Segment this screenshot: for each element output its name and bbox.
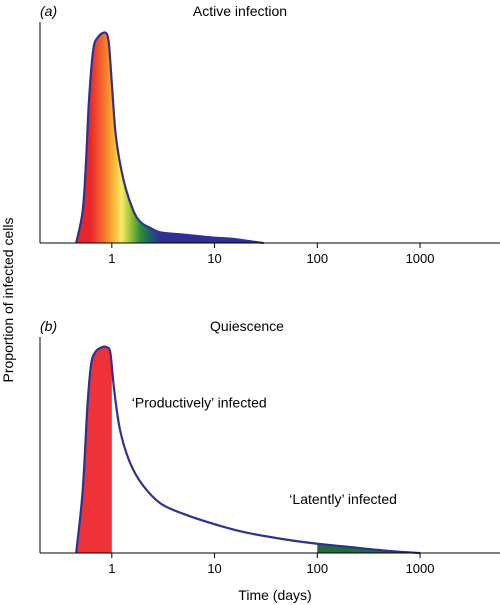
panel-a-area [76, 32, 264, 243]
panel-b-x-tick-label: 10 [207, 561, 221, 576]
panel-b-title: Quiescence [210, 318, 284, 334]
latent-shaded-area [317, 543, 421, 553]
panel-b-x-tick-label: 100 [306, 561, 328, 576]
panel-a-title: Active infection [193, 3, 287, 19]
x-axis-label: Time (days) [238, 587, 311, 603]
panel-a-x-tick-label: 10 [207, 251, 221, 266]
panel-a-curve [75, 31, 264, 245]
panel-a-letter: (a) [40, 3, 57, 19]
panel-a: (a) Active infection 1 10 100 1000 [39, 3, 500, 266]
panel-b-letter: (b) [40, 318, 57, 334]
panel-b-curve [75, 345, 421, 555]
panel-b-x-tick-label: 1 [108, 561, 115, 576]
panel-a-x-tick-label: 100 [306, 251, 328, 266]
panel-b-x-tick-label: 1000 [406, 561, 435, 576]
panel-b: (b) Quiescence 1 10 100 1000 ‘Productively’… [39, 318, 500, 576]
panel-a-x-tick-label: 1000 [406, 251, 435, 266]
productive-shaded-area [76, 347, 112, 553]
latent-label: ‘Latently’ infected [289, 491, 397, 507]
panel-a-x-tick-label: 1 [108, 251, 115, 266]
y-axis-label: Proportion of infected cells [0, 218, 16, 383]
productive-label: ‘Productively’ infected [132, 395, 267, 411]
